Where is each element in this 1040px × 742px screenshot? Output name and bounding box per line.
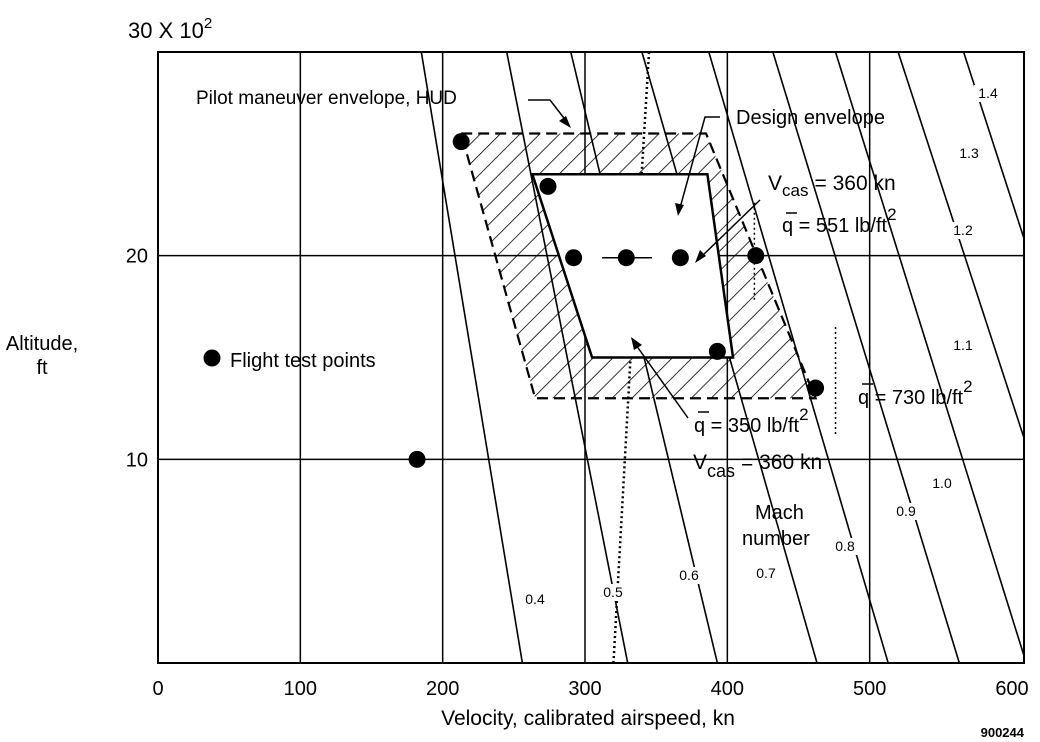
x-tick-label: 200 xyxy=(426,678,459,700)
mach-label: 1.4 xyxy=(978,85,998,101)
x-tick-labels: 0 100 200 300 400 500 600 xyxy=(152,678,1028,700)
mach-label-bg xyxy=(949,337,977,354)
mach-label: 1.3 xyxy=(959,145,979,161)
figure-id: 900244 xyxy=(981,725,1025,740)
x-tick-label: 500 xyxy=(853,678,886,700)
flight-test-point xyxy=(708,342,726,360)
mach-label: 0.4 xyxy=(525,591,545,607)
mach-label-bg xyxy=(752,565,780,582)
flight-test-point xyxy=(807,379,825,397)
mach-line xyxy=(1026,52,1040,663)
legend-marker xyxy=(203,349,221,367)
mach-label: 1.0 xyxy=(932,475,952,491)
y-multiplier: 30 X 102 xyxy=(128,15,212,43)
y-tick-label: 20 xyxy=(126,246,148,268)
q350-leader xyxy=(635,344,689,419)
flight-test-points xyxy=(408,133,825,468)
flight-test-point xyxy=(617,249,635,267)
vcas-top-label: Vcas = 360 kn xyxy=(768,172,896,200)
mach-label: 0.7 xyxy=(756,565,776,581)
x-tick-label: 400 xyxy=(711,678,744,700)
design-envelope-label: Design envelope xyxy=(736,107,885,129)
flight-test-point xyxy=(565,249,583,267)
vcas-bottom-label: Vcas = 360 kn xyxy=(693,451,822,481)
dynamic-pressure-ticks xyxy=(753,202,837,435)
pilot-envelope-label: Pilot maneuver envelope, HUD xyxy=(196,88,457,109)
x-axis-label: Velocity, calibrated airspeed, kn xyxy=(441,707,735,730)
flight-test-point xyxy=(452,133,470,151)
mach-line xyxy=(834,52,1024,659)
mach-title-line2: number xyxy=(742,528,810,550)
vcas-top-leader xyxy=(699,199,761,259)
q350-label: q = 350 lb/ft2 xyxy=(694,405,809,437)
mach-title-line1: Mach xyxy=(755,502,804,524)
legend-label: Flight test points xyxy=(230,350,376,372)
design-envelope-arrowhead xyxy=(675,203,684,216)
q730-label: q = 730 lb/ft2 xyxy=(858,377,973,409)
mach-label: 0.6 xyxy=(679,567,699,583)
y-tick-labels: 10 20 xyxy=(126,246,148,472)
x-tick-label: 100 xyxy=(284,678,317,700)
mach-label-bg xyxy=(949,222,977,239)
vcas-top-arrowhead xyxy=(695,250,706,263)
mach-label-bg xyxy=(974,85,1002,102)
mach-line xyxy=(772,52,961,663)
mach-label-bg xyxy=(675,567,703,584)
design-envelope-leader xyxy=(679,116,720,209)
mach-label: 0.5 xyxy=(603,584,623,600)
x-tick-label: 0 xyxy=(152,678,163,700)
y-tick-label: 10 xyxy=(126,449,148,471)
design-envelope xyxy=(530,172,735,359)
mach-label-bg xyxy=(521,591,549,608)
flight-test-point xyxy=(539,177,557,195)
mach-label-bg xyxy=(892,503,920,520)
mach-label: 1.1 xyxy=(953,337,973,353)
mach-line xyxy=(962,52,1024,242)
mach-labels: 0.4 0.5 0.6 0.7 0.8 0.9 1.0 1.1 1.2 1.3 1.4 xyxy=(521,85,1002,608)
pilot-envelope-arrowhead xyxy=(559,116,571,128)
pilot-envelope-leader xyxy=(528,99,568,123)
mach-label: 1.2 xyxy=(953,222,973,238)
plot-frame xyxy=(157,51,1025,664)
q551-label: q = 551 lb/ft2 xyxy=(782,205,897,237)
mach-label-bg xyxy=(599,584,627,601)
x-tick-label: 600 xyxy=(995,678,1028,700)
y-axis-label-line2: ft xyxy=(36,357,48,379)
x-tick-label: 300 xyxy=(568,678,601,700)
envelopes xyxy=(459,132,818,400)
mach-label-bg xyxy=(831,538,859,555)
mach-line xyxy=(897,52,1024,441)
flight-test-point xyxy=(747,247,765,265)
y-axis-label-line1: Altitude, xyxy=(6,333,78,355)
mach-label: 0.8 xyxy=(835,538,855,554)
q350-arrowhead xyxy=(631,337,642,350)
flight-test-point xyxy=(671,249,689,267)
mach-line xyxy=(420,52,524,663)
flight-test-point xyxy=(408,450,426,468)
mach-label-bg xyxy=(928,475,956,492)
mach-label-bg xyxy=(955,145,983,162)
mach-label: 0.9 xyxy=(896,503,916,519)
